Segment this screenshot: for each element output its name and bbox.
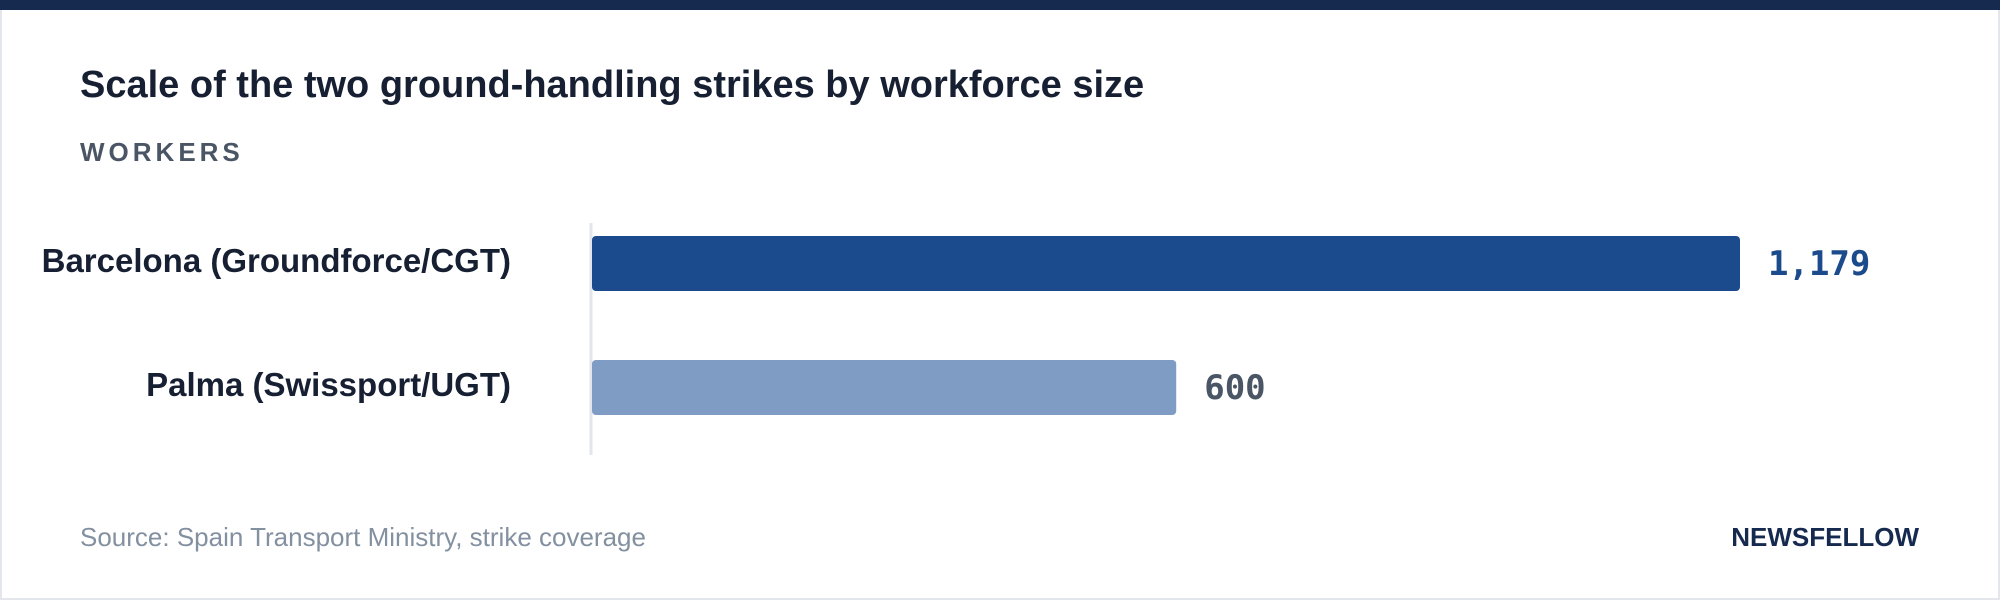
value-label: 1,179 — [1768, 244, 1870, 284]
bar — [592, 360, 1177, 415]
category-label: Palma (Swissport/UGT) — [146, 366, 511, 403]
source-note: Source: Spain Transport Ministry, strike… — [80, 522, 646, 552]
brand: NEWSFELLOW — [1731, 522, 1919, 552]
top-stripe — [0, 0, 2000, 10]
bar — [592, 236, 1740, 291]
value-label: 600 — [1204, 368, 1265, 408]
chart-title: Scale of the two ground-handling strikes… — [80, 64, 1144, 106]
chart-subtitle: WORKERS — [80, 137, 244, 167]
category-label: Barcelona (Groundforce/CGT) — [42, 242, 511, 279]
